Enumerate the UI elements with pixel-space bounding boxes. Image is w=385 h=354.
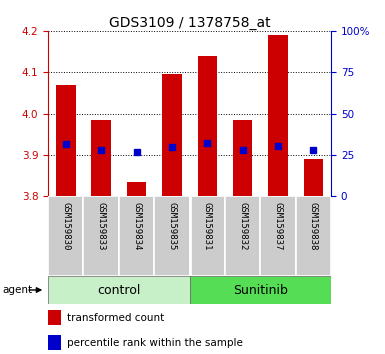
Bar bbox=[119, 196, 154, 276]
Text: agent: agent bbox=[2, 285, 32, 295]
Title: GDS3109 / 1378758_at: GDS3109 / 1378758_at bbox=[109, 16, 270, 30]
Text: GSM159832: GSM159832 bbox=[238, 202, 247, 251]
Bar bbox=[260, 196, 296, 276]
Bar bbox=[48, 196, 84, 276]
Bar bbox=[190, 196, 225, 276]
Text: GSM159831: GSM159831 bbox=[203, 202, 212, 251]
Bar bbox=[268, 35, 288, 196]
Bar bbox=[92, 120, 111, 196]
Bar bbox=[48, 335, 61, 350]
Bar bbox=[304, 159, 323, 196]
Bar bbox=[84, 196, 119, 276]
Text: GSM159837: GSM159837 bbox=[273, 202, 283, 251]
Text: GSM159833: GSM159833 bbox=[97, 202, 106, 251]
Bar bbox=[154, 196, 190, 276]
Bar bbox=[233, 120, 253, 196]
Bar bbox=[127, 182, 146, 196]
Bar bbox=[198, 56, 217, 196]
Bar bbox=[225, 196, 260, 276]
Text: GSM159838: GSM159838 bbox=[309, 202, 318, 251]
Text: percentile rank within the sample: percentile rank within the sample bbox=[67, 338, 243, 348]
Text: Sunitinib: Sunitinib bbox=[233, 284, 288, 297]
Text: GSM159834: GSM159834 bbox=[132, 202, 141, 251]
Text: control: control bbox=[97, 284, 141, 297]
Text: GSM159835: GSM159835 bbox=[167, 202, 176, 251]
Bar bbox=[296, 196, 331, 276]
Bar bbox=[190, 276, 331, 304]
Text: transformed count: transformed count bbox=[67, 313, 164, 323]
Bar bbox=[48, 310, 61, 325]
Bar bbox=[56, 85, 75, 196]
Text: GSM159830: GSM159830 bbox=[61, 202, 70, 251]
Bar bbox=[162, 74, 182, 196]
Bar bbox=[48, 276, 190, 304]
